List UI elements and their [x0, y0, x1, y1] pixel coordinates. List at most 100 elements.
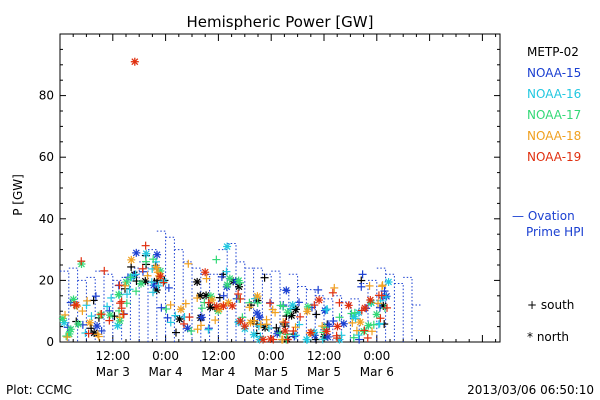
south-point — [78, 307, 87, 316]
south-point — [105, 306, 114, 315]
plot-border — [59, 33, 501, 343]
south-point — [87, 312, 96, 321]
south-point — [347, 309, 356, 318]
south-point — [357, 306, 366, 315]
south-point — [335, 313, 344, 322]
south-point — [125, 285, 134, 294]
south-point — [166, 300, 175, 309]
north-point — [212, 302, 221, 311]
south-point — [276, 301, 285, 310]
chart-title: Hemispheric Power [GW] — [187, 13, 374, 31]
south-point — [375, 319, 384, 328]
south-point — [332, 331, 341, 340]
north-point — [201, 268, 210, 277]
marker-legend-entry: + south — [527, 298, 574, 312]
north-point — [253, 292, 262, 301]
south-point — [179, 319, 188, 328]
north-point — [137, 279, 146, 288]
south-point — [354, 331, 363, 340]
legend: METP-02 NOAA-15 NOAA-16 NOAA-17 NOAA-18 NOAA-… — [527, 45, 581, 164]
north-point — [266, 335, 275, 344]
north-point — [282, 286, 291, 295]
north-point — [315, 296, 324, 305]
south-point — [376, 314, 385, 323]
north-point — [303, 302, 312, 311]
south-point — [211, 316, 220, 325]
south-point — [328, 288, 337, 297]
south-point — [181, 299, 190, 308]
south-point — [141, 257, 150, 266]
north-point — [344, 301, 353, 310]
south-point — [171, 328, 180, 337]
legend-entry: NOAA-17 — [527, 108, 581, 122]
south-point — [250, 316, 259, 325]
south-point — [358, 270, 367, 279]
north-point — [114, 290, 123, 299]
south-point — [377, 291, 386, 300]
north-point — [366, 296, 375, 305]
north-point — [156, 272, 165, 281]
north-point — [176, 305, 185, 314]
south-point — [330, 283, 339, 292]
south-point — [283, 335, 292, 344]
south-point — [268, 305, 277, 314]
south-point — [215, 293, 224, 302]
north-point — [175, 315, 184, 324]
south-point — [365, 281, 374, 290]
south-point — [97, 310, 106, 319]
south-point — [355, 335, 364, 344]
south-point — [100, 266, 109, 275]
south-point — [279, 320, 288, 329]
south-point — [318, 322, 327, 331]
south-point — [193, 294, 202, 303]
south-point — [381, 293, 390, 302]
south-point — [217, 272, 226, 281]
south-point — [127, 262, 136, 271]
south-point — [266, 299, 275, 308]
south-point — [103, 302, 112, 311]
north-point — [127, 255, 136, 264]
south-point — [193, 325, 202, 334]
south-point — [163, 313, 172, 322]
north-point — [58, 314, 67, 323]
north-point — [193, 277, 202, 286]
y-tick-label: 40 — [39, 212, 54, 226]
north-point — [72, 300, 81, 309]
south-point — [282, 330, 291, 339]
plot-frame — [59, 33, 501, 343]
south-point — [322, 305, 331, 314]
south-point — [296, 312, 305, 321]
south-point — [303, 335, 312, 344]
north-point — [281, 326, 290, 335]
south-point — [122, 299, 131, 308]
south-point — [121, 281, 130, 290]
legend-entry: NOAA-16 — [527, 87, 581, 101]
north-point — [283, 308, 292, 317]
north-point — [339, 319, 348, 328]
south-point — [196, 321, 205, 330]
y-tick-label: 20 — [39, 273, 54, 287]
y-tick-label: 0 — [46, 335, 54, 349]
y-axis-ticks: 0 20 40 60 80 — [39, 48, 500, 349]
south-point — [123, 290, 132, 299]
south-point — [164, 283, 173, 292]
x-tick-time-label: 0:00 — [363, 349, 390, 363]
north-point — [197, 313, 206, 322]
south-point — [147, 278, 156, 287]
south-point — [360, 326, 369, 335]
south-point — [291, 305, 300, 314]
south-point — [105, 316, 114, 325]
north-point — [206, 303, 215, 312]
north-point — [253, 309, 262, 318]
x-tick-time-label: 0:00 — [152, 349, 179, 363]
south-point — [349, 333, 358, 342]
south-point — [289, 327, 298, 336]
y-axis-label: P [GW] — [11, 174, 25, 216]
north-point — [333, 322, 342, 331]
south-point — [314, 285, 323, 294]
x-tick-date-label: Mar 4 — [201, 365, 235, 379]
south-point — [171, 311, 180, 320]
north-point — [153, 250, 162, 259]
south-point — [378, 282, 387, 291]
south-point — [115, 281, 124, 290]
